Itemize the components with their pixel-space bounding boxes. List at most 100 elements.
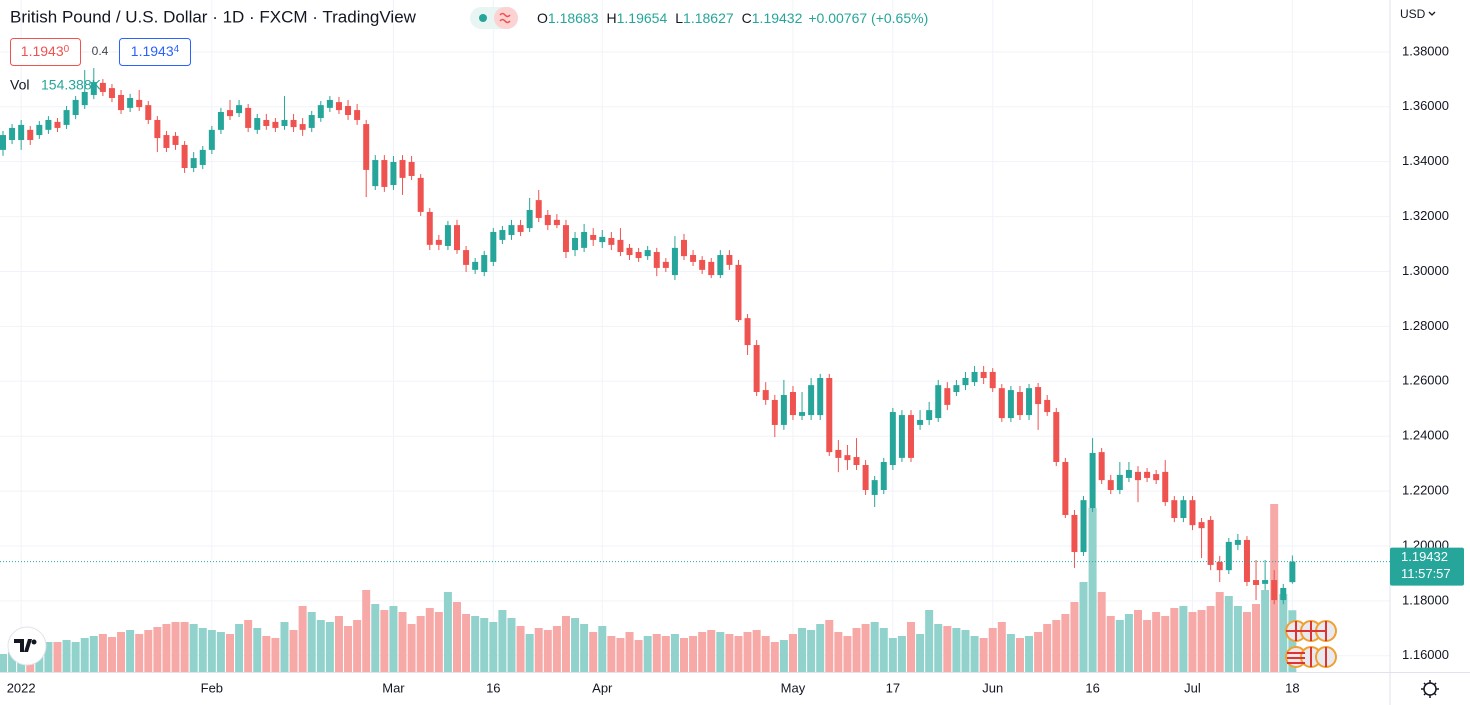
candle-body: [953, 385, 960, 392]
volume-bar: [852, 628, 861, 672]
volume-bar: [307, 612, 316, 672]
candle-body: [681, 239, 687, 257]
candle-body: [708, 261, 715, 276]
volume-bar: [480, 618, 489, 672]
indicator-toggle[interactable]: [470, 7, 518, 29]
volume-bar: [1025, 636, 1034, 672]
logo-mark: [14, 639, 32, 652]
volume-bar: [443, 592, 452, 672]
currency-menu[interactable]: USD: [1400, 7, 1436, 21]
candle-body: [590, 234, 597, 240]
volume-bar: [616, 638, 625, 672]
ohlc-letter: L: [675, 10, 683, 26]
volume-bar: [825, 620, 834, 672]
sell-button[interactable]: 1.19430: [10, 38, 81, 66]
candle-body: [190, 158, 197, 168]
volume-bar: [997, 622, 1006, 672]
candle-body: [272, 121, 279, 128]
ohlc-letter: C: [742, 10, 752, 26]
tradingview-logo[interactable]: [7, 626, 47, 666]
volume-bar: [689, 636, 698, 672]
quote-main: 1.1943: [21, 43, 64, 59]
volume-bar: [1197, 610, 1206, 672]
candle-body: [27, 129, 34, 140]
volume-bar: [861, 624, 870, 672]
candle-body: [826, 378, 833, 453]
x-tick-label: 16: [1085, 680, 1099, 695]
candle-body: [1007, 390, 1014, 419]
volume-pane: [0, 504, 1297, 672]
volume-bar: [253, 628, 262, 672]
x-tick-label: 18: [1285, 680, 1299, 695]
volume-bar: [525, 634, 534, 672]
volume-bar: [1097, 592, 1106, 672]
volume-bar: [770, 642, 779, 672]
volume-bar: [389, 606, 398, 672]
candle-body: [145, 105, 152, 120]
candle-body: [299, 124, 306, 130]
candle-body: [835, 449, 842, 458]
volume-bar: [1170, 608, 1179, 672]
candle-body: [599, 236, 606, 243]
candle-body: [1053, 412, 1060, 462]
flag-stripes: [1287, 647, 1327, 667]
volume-bar: [498, 610, 507, 672]
quote-main: 1.1943: [131, 43, 174, 59]
x-tick-label: Apr: [592, 680, 613, 695]
candle-body: [372, 160, 379, 187]
candle-body: [735, 264, 742, 321]
volume-bar: [1279, 594, 1288, 672]
candle-body: [54, 121, 61, 128]
volume-bar: [1233, 606, 1242, 672]
candle-body: [971, 371, 978, 383]
buy-button[interactable]: 1.19434: [119, 38, 191, 66]
buy-box: [119, 38, 191, 66]
y-tick-label: 1.36000: [1402, 98, 1449, 113]
volume-bar: [171, 622, 180, 672]
volume-bar: [344, 626, 353, 672]
volume-bar: [552, 626, 561, 672]
time-axis: 2022 Feb Mar 16 Apr May 17 Jun 16 Jul 18: [7, 680, 1300, 695]
candle-body: [617, 239, 624, 252]
candle-body: [1125, 469, 1132, 478]
volume-bar: [1043, 624, 1052, 672]
event-flags[interactable]: [1285, 620, 1337, 668]
market-open-dot: [479, 14, 487, 22]
candle-body: [817, 378, 824, 416]
volume-bar: [516, 626, 525, 672]
candle-body: [108, 88, 115, 98]
settings-button[interactable]: [1421, 680, 1439, 698]
volume-bar: [471, 616, 480, 672]
quote-pip: 0: [64, 44, 70, 55]
volume-bar: [126, 630, 135, 672]
candle-body: [481, 255, 488, 273]
candle-body: [690, 255, 697, 262]
volume-bar: [607, 636, 616, 672]
candle-body: [408, 161, 415, 176]
flag-cross: [1286, 621, 1327, 641]
y-tick-label: 1.28000: [1402, 318, 1449, 333]
candle-body: [762, 390, 769, 400]
candle-body: [1271, 580, 1278, 601]
volume-bar: [1070, 602, 1079, 672]
candle-body: [889, 412, 896, 466]
candle-body: [1289, 561, 1296, 583]
volume-bar: [235, 624, 244, 672]
candle-body: [962, 378, 969, 386]
volume-bar: [1006, 634, 1015, 672]
sell-box: [10, 38, 81, 66]
volume-bar: [1034, 632, 1043, 672]
candle-body: [254, 118, 261, 130]
candle-body: [535, 200, 542, 218]
volume-bar: [62, 640, 71, 672]
candle-body: [726, 255, 733, 265]
volume-bar: [961, 630, 970, 672]
volume-bar: [1188, 612, 1197, 672]
candle-body: [199, 149, 206, 165]
candle-body: [862, 465, 869, 490]
toggle-pill-right: [494, 7, 518, 29]
volume-bar: [807, 630, 816, 672]
candle-body: [844, 455, 851, 461]
volume-bar: [943, 626, 952, 672]
volume-bar: [1161, 616, 1170, 672]
